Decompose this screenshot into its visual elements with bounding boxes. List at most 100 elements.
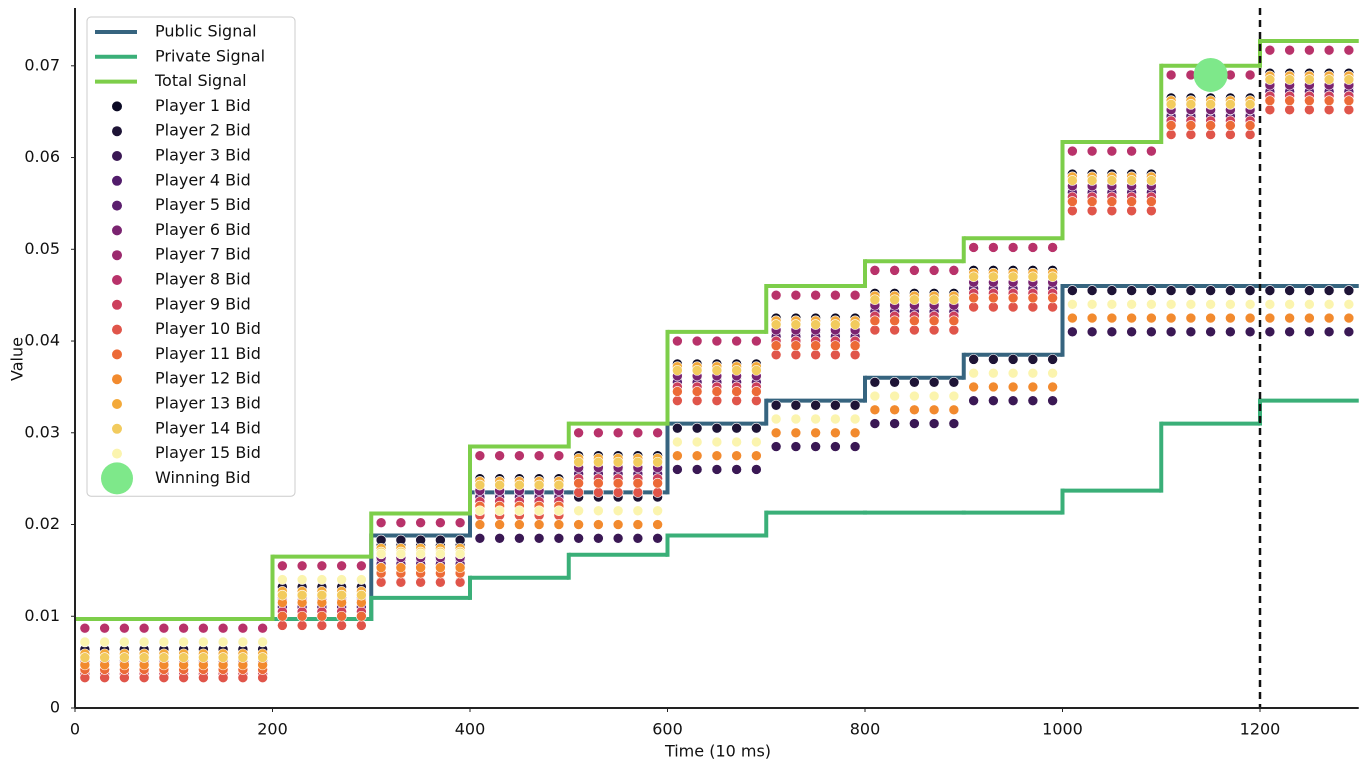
bid-point bbox=[612, 532, 624, 544]
bid-point bbox=[711, 436, 723, 448]
bid-point bbox=[988, 292, 999, 304]
bid-point bbox=[375, 577, 387, 588]
bid-point bbox=[1067, 326, 1078, 338]
legend-label: Player 4 Bid bbox=[155, 170, 251, 189]
bid-point bbox=[553, 519, 565, 530]
bid-point bbox=[968, 395, 979, 406]
bid-point bbox=[948, 390, 960, 402]
bid-point bbox=[1343, 312, 1355, 324]
y-tick-label: 0.02 bbox=[24, 514, 60, 533]
bid-point bbox=[454, 577, 466, 588]
winning-bid bbox=[1193, 57, 1228, 92]
bid-point bbox=[849, 349, 861, 361]
bid-point bbox=[198, 636, 209, 648]
bid-point bbox=[198, 622, 209, 634]
bid-point bbox=[1264, 326, 1276, 338]
bid-point bbox=[1343, 104, 1355, 116]
bid-series bbox=[79, 299, 1355, 648]
legend-label: Player 6 Bid bbox=[155, 220, 251, 239]
bid-point bbox=[790, 319, 802, 330]
bid-point bbox=[1185, 285, 1197, 296]
bid-point bbox=[474, 532, 486, 544]
bid-point bbox=[1165, 299, 1177, 310]
bid-point bbox=[1106, 285, 1118, 296]
bid-point bbox=[1146, 205, 1157, 217]
bid-point bbox=[178, 652, 189, 663]
bid-point bbox=[790, 413, 802, 425]
bid-point bbox=[435, 562, 446, 573]
legend-swatch bbox=[112, 423, 122, 434]
bid-point bbox=[988, 354, 999, 365]
bid-point bbox=[1146, 285, 1157, 296]
bid-point bbox=[652, 505, 663, 517]
bid-point bbox=[1284, 312, 1295, 324]
bid-point bbox=[1086, 205, 1098, 217]
legend-swatch bbox=[112, 175, 122, 186]
bid-point bbox=[869, 390, 881, 402]
bid-point bbox=[672, 422, 683, 434]
legend-label: Player 2 Bid bbox=[155, 121, 251, 140]
bid-point bbox=[395, 577, 407, 588]
bid-point bbox=[1007, 354, 1019, 365]
bid-point bbox=[1284, 326, 1295, 338]
x-axis-label: Time (10 ms) bbox=[664, 742, 771, 761]
bid-point bbox=[1304, 299, 1315, 310]
bid-point bbox=[1165, 120, 1177, 131]
bid-point bbox=[158, 652, 170, 663]
bid-point bbox=[928, 294, 940, 306]
bid-point bbox=[1185, 99, 1197, 110]
bid-point bbox=[889, 324, 900, 336]
bid-point bbox=[138, 652, 150, 663]
bid-point bbox=[1027, 354, 1039, 365]
bid-point bbox=[178, 622, 189, 634]
bid-point bbox=[1126, 326, 1137, 338]
bid-point bbox=[1185, 129, 1197, 140]
bid-point bbox=[494, 450, 505, 462]
bid-point bbox=[1047, 271, 1058, 283]
bid-point bbox=[632, 456, 644, 468]
bid-point bbox=[1244, 69, 1256, 81]
bid-point bbox=[1007, 381, 1019, 393]
bid-point bbox=[573, 532, 584, 544]
bid-point bbox=[869, 377, 881, 388]
bid-point bbox=[1225, 312, 1236, 324]
bid-point bbox=[928, 390, 940, 402]
bid-point bbox=[1047, 395, 1058, 406]
legend-swatch bbox=[112, 399, 122, 409]
bid-point bbox=[1027, 395, 1039, 406]
legend-swatch bbox=[112, 101, 122, 112]
bid-point bbox=[573, 427, 584, 439]
bid-point bbox=[1067, 285, 1078, 296]
bid-point bbox=[1106, 196, 1118, 207]
bid-point bbox=[356, 560, 367, 572]
bid-point bbox=[1007, 301, 1019, 313]
bid-point bbox=[1323, 312, 1335, 324]
bid-point bbox=[533, 479, 545, 491]
bid-point bbox=[1205, 129, 1216, 140]
bid-point bbox=[435, 548, 446, 560]
bid-point bbox=[296, 620, 308, 631]
bid-series bbox=[79, 312, 1355, 671]
bid-point bbox=[810, 399, 821, 411]
bid-point bbox=[810, 441, 821, 452]
bid-point bbox=[790, 289, 802, 301]
bid-point bbox=[1126, 312, 1137, 324]
y-tick-label: 0.03 bbox=[24, 422, 60, 441]
bid-point bbox=[869, 418, 881, 429]
bid-point bbox=[119, 652, 130, 663]
bid-point bbox=[1323, 104, 1335, 116]
bid-point bbox=[988, 271, 999, 283]
bid-point bbox=[711, 464, 723, 475]
bid-point bbox=[494, 479, 505, 491]
bid-point bbox=[830, 427, 841, 439]
bid-point bbox=[889, 315, 900, 327]
bid-point bbox=[138, 636, 150, 648]
bid-point bbox=[691, 365, 703, 376]
bid-point bbox=[593, 487, 604, 498]
bid-point bbox=[533, 519, 545, 530]
bid-point bbox=[1146, 312, 1157, 324]
bid-point bbox=[691, 422, 703, 434]
bid-point bbox=[830, 413, 841, 425]
legend-label: Player 7 Bid bbox=[155, 245, 251, 264]
bid-point bbox=[277, 589, 288, 601]
